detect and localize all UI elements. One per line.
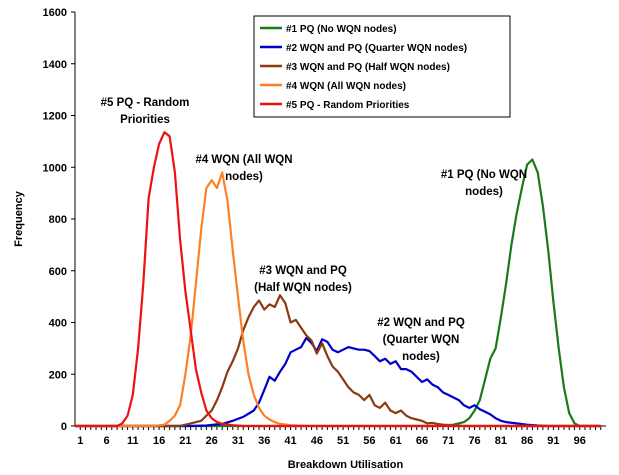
- annotation-3-line: (Half WQN nodes): [254, 282, 352, 294]
- x-tick-label: 61: [390, 435, 402, 447]
- x-tick-label: 76: [468, 435, 480, 447]
- x-tick-label: 66: [416, 435, 428, 447]
- x-tick-label: 51: [337, 435, 349, 447]
- legend-label-2: #2 WQN and PQ (Quarter WQN nodes): [286, 43, 467, 54]
- x-tick-label: 86: [521, 435, 533, 447]
- y-tick-label: 1200: [43, 111, 67, 123]
- series-line-2: [75, 336, 601, 428]
- annotation-2-line: #4 WQN (All WQN: [195, 154, 292, 166]
- x-tick-label: 11: [127, 435, 139, 447]
- x-tick-label: 46: [311, 435, 323, 447]
- legend-label-1: #1 PQ (No WQN nodes): [286, 24, 397, 35]
- x-tick-label: 6: [103, 435, 109, 447]
- legend-label-3: #3 WQN and PQ (Half WQN nodes): [286, 62, 450, 73]
- x-tick-label: 56: [363, 435, 375, 447]
- y-tick-label: 1400: [43, 59, 67, 71]
- x-tick-label: 16: [153, 435, 165, 447]
- y-tick-label: 800: [49, 214, 67, 226]
- y-tick-label: 400: [49, 318, 67, 330]
- x-tick-label: 41: [284, 435, 296, 447]
- y-axis-title: Frequency: [13, 190, 25, 247]
- y-tick-label: 0: [61, 421, 67, 433]
- y-tick-label: 1600: [43, 7, 67, 19]
- series-line-4: [75, 171, 601, 428]
- x-tick-label: 81: [495, 435, 507, 447]
- annotation-1-line: Priorities: [120, 114, 170, 126]
- legend-box: [253, 15, 511, 118]
- annotation-3-line: #3 WQN and PQ: [259, 265, 347, 277]
- y-tick-label: 600: [49, 266, 67, 278]
- series-line-5: [75, 131, 601, 428]
- x-tick-label: 71: [442, 435, 454, 447]
- legend-label-4: #4 WQN (All WQN nodes): [286, 81, 406, 92]
- annotation-5-line: nodes): [465, 186, 503, 198]
- y-tick-label: 1000: [43, 162, 67, 174]
- legend-label-5: #5 PQ - Random Priorities: [286, 100, 410, 111]
- x-tick-label: 26: [206, 435, 218, 447]
- x-tick-label: 1: [77, 435, 83, 447]
- annotation-4-line: (Quarter WQN: [383, 334, 460, 346]
- x-tick-label: 36: [258, 435, 270, 447]
- x-tick-label: 91: [547, 435, 559, 447]
- x-axis-title: Breakdown Utilisation: [288, 459, 404, 471]
- annotation-4-line: #2 WQN and PQ: [377, 317, 465, 329]
- series-line-1: [75, 158, 601, 428]
- series-line-3: [75, 294, 601, 428]
- annotation-5-line: #1 PQ (No WQN: [441, 169, 527, 181]
- x-tick-label: 96: [574, 435, 586, 447]
- annotation-1-line: #5 PQ - Random: [101, 97, 190, 109]
- x-tick-label: 31: [232, 435, 244, 447]
- annotation-4-line: nodes): [402, 351, 440, 363]
- x-tick-label: 21: [179, 435, 191, 447]
- y-tick-label: 200: [49, 369, 67, 381]
- annotation-2-line: nodes): [225, 171, 263, 183]
